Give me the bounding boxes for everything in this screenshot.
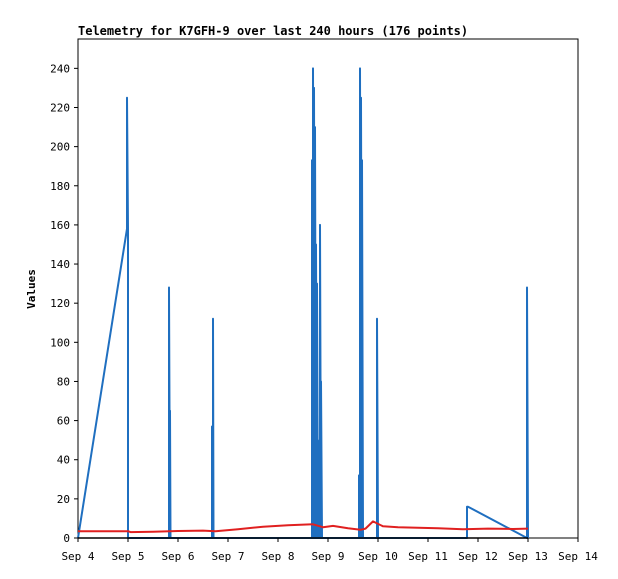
series-line-1 (77, 67, 529, 539)
y-tick-label: 200 (50, 141, 70, 154)
y-tick-label: 0 (63, 532, 70, 545)
x-tick-label: Sep 9 (311, 550, 344, 563)
x-axis: Sep 4 Sep 5 Sep 6 Sep 7 Sep 8 Sep 9 Sep 10 Sep … (61, 538, 598, 563)
y-tick-label: 80 (57, 375, 70, 388)
y-tick-label: 120 (50, 297, 70, 310)
y-axis-label: Values (25, 269, 38, 309)
x-tick-label: Sep 12 (458, 550, 498, 563)
y-tick-label: 140 (50, 258, 70, 271)
x-tick-label: Sep 11 (408, 550, 448, 563)
x-tick-label: Sep 10 (358, 550, 398, 563)
chart-title: Telemetry for K7GFH-9 over last 240 hour… (78, 24, 468, 38)
x-tick-label: Sep 13 (508, 550, 548, 563)
y-tick-label: 60 (57, 415, 70, 428)
y-tick-label: 180 (50, 180, 70, 193)
x-tick-label: Sep 14 (558, 550, 598, 563)
series-layer (77, 67, 529, 539)
y-axis: 0 20 40 60 80 100 120 140 160 180 200 220 240 (50, 62, 78, 545)
x-tick-label: Sep 7 (211, 550, 244, 563)
y-tick-label: 20 (57, 493, 70, 506)
y-tick-label: 160 (50, 219, 70, 232)
y-tick-label: 240 (50, 62, 70, 75)
x-tick-label: Sep 4 (61, 550, 94, 563)
y-tick-label: 220 (50, 101, 70, 114)
plot-frame (77, 38, 579, 539)
y-tick-label: 100 (50, 336, 70, 349)
series-line-2 (78, 520, 529, 534)
x-tick-label: Sep 6 (161, 550, 194, 563)
x-tick-label: Sep 5 (111, 550, 144, 563)
x-tick-label: Sep 8 (261, 550, 294, 563)
y-tick-label: 40 (57, 454, 70, 467)
